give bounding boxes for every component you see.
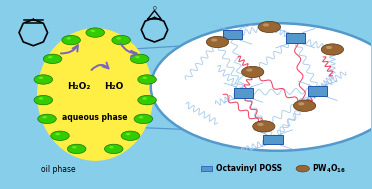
Circle shape bbox=[246, 68, 253, 72]
Circle shape bbox=[112, 35, 131, 45]
FancyBboxPatch shape bbox=[308, 86, 327, 96]
Text: Octavinyl POSS: Octavinyl POSS bbox=[216, 164, 282, 173]
FancyBboxPatch shape bbox=[234, 88, 253, 98]
Circle shape bbox=[105, 144, 123, 154]
Circle shape bbox=[263, 23, 269, 27]
Circle shape bbox=[90, 30, 95, 32]
Circle shape bbox=[67, 37, 71, 40]
Circle shape bbox=[241, 66, 264, 78]
Circle shape bbox=[34, 75, 52, 84]
Circle shape bbox=[142, 97, 147, 100]
Text: aqueous phase: aqueous phase bbox=[62, 112, 128, 122]
Text: H₂O: H₂O bbox=[104, 82, 124, 91]
Circle shape bbox=[86, 28, 105, 37]
Circle shape bbox=[134, 114, 153, 124]
Circle shape bbox=[42, 116, 47, 119]
Circle shape bbox=[135, 56, 140, 58]
Circle shape bbox=[34, 95, 52, 105]
Circle shape bbox=[116, 37, 121, 40]
Circle shape bbox=[142, 77, 147, 79]
Circle shape bbox=[326, 46, 332, 49]
Circle shape bbox=[51, 131, 69, 140]
Text: O: O bbox=[153, 6, 156, 11]
Circle shape bbox=[38, 114, 56, 124]
Circle shape bbox=[321, 44, 343, 55]
Circle shape bbox=[72, 146, 77, 148]
Circle shape bbox=[126, 133, 131, 135]
FancyBboxPatch shape bbox=[263, 135, 283, 144]
Circle shape bbox=[294, 100, 316, 111]
Circle shape bbox=[39, 97, 43, 100]
Circle shape bbox=[43, 54, 62, 64]
Circle shape bbox=[151, 23, 372, 151]
Circle shape bbox=[121, 131, 140, 140]
Circle shape bbox=[109, 146, 114, 148]
Circle shape bbox=[138, 75, 156, 84]
Circle shape bbox=[257, 123, 264, 126]
FancyBboxPatch shape bbox=[223, 30, 242, 39]
Circle shape bbox=[211, 38, 217, 42]
FancyBboxPatch shape bbox=[286, 33, 305, 43]
Circle shape bbox=[138, 95, 156, 105]
Text: $\mathregular{PW_4O_{16}}$: $\mathregular{PW_4O_{16}}$ bbox=[312, 162, 346, 175]
Circle shape bbox=[39, 77, 43, 79]
Circle shape bbox=[48, 56, 52, 58]
FancyBboxPatch shape bbox=[201, 166, 212, 171]
Circle shape bbox=[253, 121, 275, 132]
Circle shape bbox=[139, 116, 143, 119]
Text: oil phase: oil phase bbox=[41, 165, 76, 174]
Circle shape bbox=[62, 35, 80, 45]
Circle shape bbox=[131, 54, 149, 64]
Circle shape bbox=[206, 36, 229, 48]
Text: H₂O₂: H₂O₂ bbox=[67, 82, 90, 91]
Circle shape bbox=[67, 144, 86, 154]
Circle shape bbox=[258, 21, 280, 33]
Ellipse shape bbox=[38, 29, 153, 160]
Circle shape bbox=[298, 102, 304, 105]
Circle shape bbox=[296, 165, 310, 172]
Circle shape bbox=[55, 133, 60, 135]
